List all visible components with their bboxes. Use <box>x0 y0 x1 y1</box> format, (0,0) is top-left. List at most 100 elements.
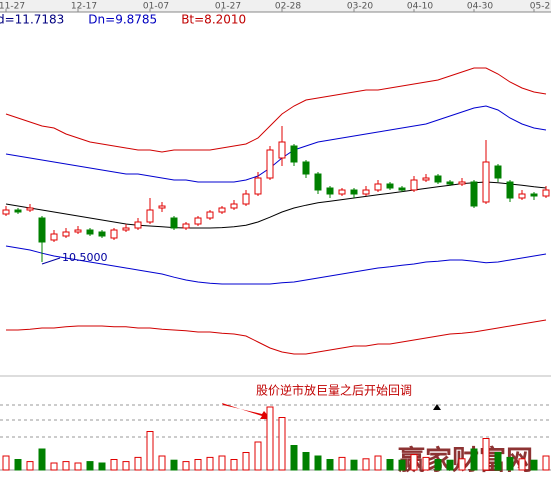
volume-bar <box>26 461 34 471</box>
volume-bar <box>86 461 94 471</box>
candle-body <box>326 187 334 195</box>
date-label: 01-27 <box>215 2 241 12</box>
volume-bar <box>494 452 502 471</box>
candle-body <box>134 221 142 229</box>
volume-bar <box>458 458 466 471</box>
date-label: 12-17 <box>71 2 97 12</box>
volume-bar <box>230 459 238 471</box>
volume-bar <box>446 459 454 471</box>
candle-body <box>506 181 514 199</box>
candle-body <box>398 187 406 191</box>
candle-body <box>338 189 346 195</box>
band-line <box>5 181 547 229</box>
date-label: 01-07 <box>143 2 169 12</box>
candle-body <box>2 209 10 215</box>
band-line <box>6 319 547 355</box>
candle-body <box>314 173 322 191</box>
candle-body <box>26 207 34 211</box>
marker-triangle <box>433 404 441 410</box>
volume-bar <box>38 448 46 471</box>
volume-bar <box>122 461 130 471</box>
candle-body <box>482 161 490 203</box>
candle-body <box>470 181 478 207</box>
date-label: 04-10 <box>407 2 433 12</box>
date-label: 05-2 <box>530 2 550 12</box>
volume-bar <box>290 445 298 471</box>
volume-bar <box>506 456 514 471</box>
volume-bar <box>158 455 166 471</box>
candle-body <box>266 149 274 179</box>
candle-body <box>146 209 154 223</box>
volume-bar <box>170 459 178 471</box>
volume-bar <box>314 455 322 471</box>
volume-bar <box>182 461 190 471</box>
candle-body <box>110 229 118 239</box>
volume-bar <box>2 455 10 471</box>
candle-body <box>218 207 226 213</box>
candle-body <box>38 217 46 243</box>
candle-body <box>122 227 130 231</box>
candle-body <box>278 141 286 159</box>
volume-bar <box>530 459 538 471</box>
volume-bar <box>422 456 430 471</box>
volume-bar <box>470 448 478 471</box>
volume-bar <box>374 455 382 471</box>
volume-bar <box>74 462 82 471</box>
volume-bar <box>134 456 142 471</box>
candle-body <box>446 181 454 185</box>
date-label: 02-28 <box>275 2 301 12</box>
candle-body <box>74 229 82 233</box>
candle-body <box>242 193 250 205</box>
band-line <box>5 67 547 153</box>
volume-bar <box>146 431 154 471</box>
volume-bar <box>398 459 406 471</box>
candle-body <box>194 217 202 225</box>
volume-bar <box>302 452 310 471</box>
date-label: 11-27 <box>0 2 25 12</box>
volume-bar <box>194 459 202 471</box>
candle-body <box>422 177 430 181</box>
volume-bar <box>98 462 106 471</box>
volume-bar <box>338 456 346 471</box>
candle-body <box>206 211 214 219</box>
volume-bar <box>254 441 262 471</box>
volume-bar <box>50 462 58 471</box>
candle-body <box>62 231 70 237</box>
candle-body <box>98 231 106 237</box>
volume-bar <box>362 458 370 471</box>
low-label: 10.5000 <box>62 251 108 264</box>
date-label: 03-20 <box>347 2 373 12</box>
header-label: Bt=8.2010 <box>181 13 246 27</box>
volume-bar <box>542 455 550 471</box>
candle-body <box>158 205 166 209</box>
candle-body <box>494 165 502 179</box>
annotation-text: 股价逆市放巨量之后开始回调 <box>256 383 412 398</box>
volume-bar <box>242 452 250 471</box>
volume-bar <box>482 438 490 471</box>
volume-bar <box>518 458 526 471</box>
candle-body <box>86 229 94 235</box>
candle-body <box>302 161 310 175</box>
volume-bar <box>206 456 214 471</box>
candle-body <box>14 209 22 213</box>
annotation-arrow <box>222 403 271 419</box>
volume-bar <box>326 459 334 471</box>
volume-bar <box>218 455 226 471</box>
candle-body <box>362 189 370 195</box>
candle-body <box>410 179 418 191</box>
candle-body <box>530 193 538 197</box>
volume-bar <box>266 406 274 471</box>
volume-bar <box>278 417 286 471</box>
volume-bar <box>62 461 70 471</box>
candle-body <box>170 217 178 229</box>
header-label: Dn=9.8785 <box>88 13 157 27</box>
low-pointer <box>41 257 61 265</box>
candle-body <box>386 183 394 189</box>
candle-body <box>374 183 382 191</box>
candle-body <box>290 145 298 163</box>
candle-body <box>350 189 358 195</box>
candle-body <box>458 181 466 185</box>
candle-body <box>182 223 190 229</box>
candle-body <box>254 177 262 195</box>
volume-bar <box>350 459 358 471</box>
